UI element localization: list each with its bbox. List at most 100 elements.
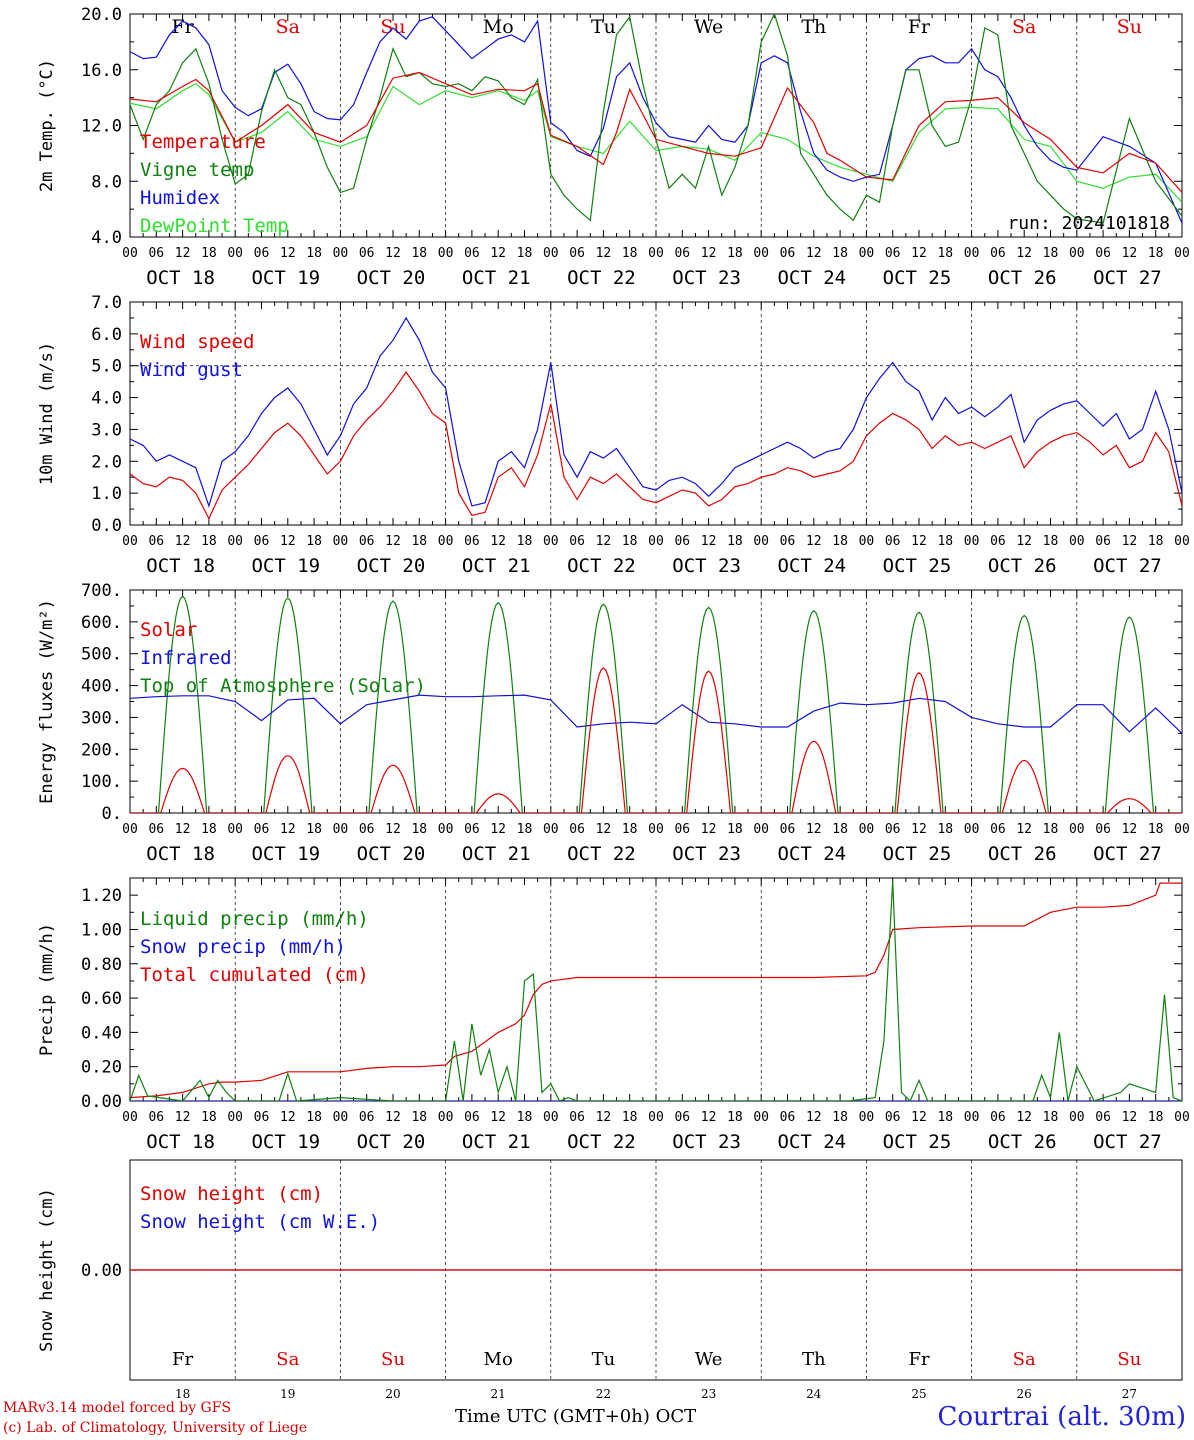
x-axis: Fr 18 Sa 19 Su 20 Mo 21 Tu 22 We 23 Th 24 Fr 25 Sa 26 Su 27 (172, 1349, 1141, 1401)
x-date-label: OCT 27 (1093, 555, 1162, 577)
series-line-solar (130, 667, 1182, 813)
day-number-label: 26 (1017, 1387, 1032, 1401)
series-line-liquid-precip-mm-h (130, 881, 1182, 1101)
x-hour-label: 12 (596, 534, 612, 549)
x-hour-label: 12 (596, 246, 612, 261)
x-hour-label: 00 (648, 1110, 664, 1125)
y-tick-label: 700. (81, 581, 122, 601)
x-date-label: OCT 22 (567, 267, 636, 289)
series-line-wind-speed (130, 371, 1182, 520)
x-hour-label: 18 (201, 1110, 217, 1125)
x-hour-label: 18 (937, 534, 953, 549)
x-date-label: OCT 26 (988, 1131, 1057, 1153)
y-axis-label: Snow height (cm) (37, 1188, 57, 1352)
x-hour-label: 06 (254, 1110, 270, 1125)
y-tick-label: 0.40 (81, 1023, 122, 1043)
y-tick-label: 100. (81, 772, 122, 792)
y-tick-label: 0.60 (81, 989, 122, 1009)
x-date-label: OCT 25 (883, 843, 952, 865)
x-hour-label: 00 (438, 1110, 454, 1125)
legend-entry: Wind gust (140, 359, 243, 381)
x-hour-label: 00 (227, 1110, 243, 1125)
x-hour-label: 18 (832, 534, 848, 549)
x-hour-label: 18 (411, 822, 427, 837)
y-axis: 4.0 8.0 12.0 16.0 20.0 (81, 5, 1182, 248)
day-number-label: 27 (1122, 1387, 1137, 1401)
day-number-label: 25 (911, 1387, 926, 1401)
y-tick-label: 2.0 (91, 452, 122, 472)
y-tick-label: 0.80 (81, 955, 122, 975)
x-hour-label: 18 (937, 1110, 953, 1125)
x-axis: 00 06 12 18 OCT 18 00 06 12 18 OCT 19 00 06 12 18 OCT … (122, 302, 1190, 577)
x-hour-label: 12 (1122, 534, 1138, 549)
legend-entry: Wind speed (140, 331, 254, 353)
x-hour-label: 12 (385, 246, 401, 261)
x-hour-label: 18 (1043, 534, 1059, 549)
day-number-label: 24 (806, 1387, 822, 1401)
x-hour-label: 18 (622, 246, 638, 261)
x-date-label: OCT 19 (251, 267, 320, 289)
day-name-label: Tu (592, 1349, 616, 1370)
x-hour-label: 00 (333, 822, 349, 837)
y-tick-label: 400. (81, 677, 122, 697)
x-date-label: OCT 21 (462, 843, 531, 865)
x-date-label: OCT 21 (462, 1131, 531, 1153)
x-date-label: OCT 26 (988, 267, 1057, 289)
x-hour-label: 00 (438, 246, 454, 261)
x-hour-label: 06 (464, 1110, 480, 1125)
x-hour-label: 18 (517, 246, 533, 261)
x-hour-label: 12 (490, 1110, 506, 1125)
x-hour-label: 06 (464, 246, 480, 261)
series-group (130, 595, 1182, 813)
x-date-label: OCT 21 (462, 267, 531, 289)
y-tick-label: 0.00 (81, 1261, 122, 1281)
legend: Wind speed Wind gust (140, 331, 254, 381)
x-hour-label: 18 (937, 246, 953, 261)
x-hour-label: 06 (359, 246, 375, 261)
legend: Snow height (cm) Snow height (cm W.E.) (140, 1183, 380, 1233)
x-hour-label: 12 (280, 1110, 296, 1125)
x-hour-label: 00 (753, 534, 769, 549)
x-hour-label: 12 (490, 246, 506, 261)
panel-4: 0.00 0.20 0.40 0.60 0.80 1.00 1.20 Precip (mm/h… (37, 877, 1190, 1153)
x-hour-label: 00 (964, 822, 980, 837)
x-date-label: OCT 18 (146, 843, 215, 865)
station-name: Courtrai (alt. 30m) (937, 1402, 1187, 1432)
series-line-temperature (130, 71, 1182, 193)
legend-entry: Humidex (140, 187, 220, 209)
day-name-label: Mo (483, 16, 514, 38)
x-hour-label: 00 (648, 246, 664, 261)
day-name-label: Su (381, 1349, 405, 1370)
x-hour-label: 06 (569, 1110, 585, 1125)
x-hour-label: 00 (859, 534, 875, 549)
x-hour-label: 18 (1043, 246, 1059, 261)
x-date-label: OCT 25 (883, 1131, 952, 1153)
x-hour-label: 06 (1095, 246, 1111, 261)
x-hour-label: 12 (1016, 246, 1032, 261)
series-line-wind-gust (130, 316, 1182, 508)
x-hour-label: 00 (122, 822, 138, 837)
day-number-label: 20 (385, 1387, 400, 1401)
x-hour-label: 06 (148, 1110, 164, 1125)
day-name-label: We (694, 16, 723, 38)
x-date-label: OCT 21 (462, 555, 531, 577)
model-credit: MARv3.14 model forced by GFS (3, 1400, 232, 1416)
y-tick-label: 0.0 (91, 516, 122, 536)
x-hour-label: 00 (648, 822, 664, 837)
panel-5: 0.00 Snow height (cm) Fr 18 Sa 19 Su 20 Mo 21 Tu 22… (37, 1159, 1183, 1401)
y-tick-label: 0. (102, 804, 122, 824)
x-hour-label: 12 (701, 534, 717, 549)
day-number-label: 18 (175, 1387, 190, 1401)
x-hour-label: 00 (543, 1110, 559, 1125)
day-number-label: 19 (280, 1387, 295, 1401)
x-hour-label: 12 (175, 534, 191, 549)
x-hour-label: 12 (1122, 246, 1138, 261)
x-hour-label: 18 (1148, 246, 1164, 261)
x-hour-label: 12 (385, 534, 401, 549)
x-hour-label: 18 (201, 822, 217, 837)
legend: Temperature Vigne temp Humidex DewPoint Tem… (140, 131, 289, 237)
x-hour-label: 12 (1122, 1110, 1138, 1125)
x-hour-label: 12 (806, 246, 822, 261)
series-line-vigne-temp (130, 14, 1182, 224)
x-hour-label: 12 (596, 1110, 612, 1125)
